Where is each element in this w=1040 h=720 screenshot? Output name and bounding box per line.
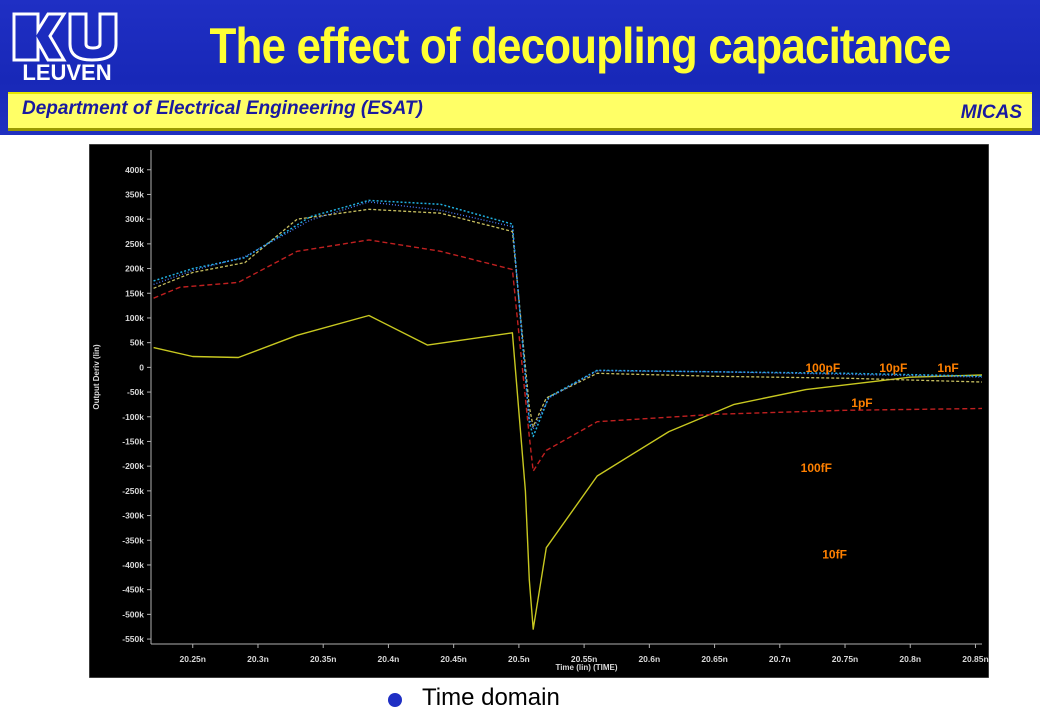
x-tick-label: 20.55n — [571, 654, 597, 664]
series-line-3 — [153, 208, 982, 428]
x-tick-label: 20.4n — [378, 654, 400, 664]
y-tick-label: -450k — [122, 585, 144, 595]
series-line-2 — [153, 239, 982, 472]
x-tick-label: 20.25n — [180, 654, 206, 664]
series-annotation: 10fF — [822, 548, 847, 562]
y-tick-label: 400k — [125, 165, 144, 175]
department-bar: Department of Electrical Engineering (ES… — [8, 92, 1032, 131]
series-annotation: 1nF — [937, 361, 958, 375]
x-tick-label: 20.35n — [310, 654, 336, 664]
series-annotation: 100pF — [806, 361, 841, 375]
y-tick-label: -150k — [122, 436, 144, 446]
y-tick-label: -550k — [122, 634, 144, 644]
y-tick-label: -300k — [122, 511, 144, 521]
waveform-chart: 400k 350k 300k 250k 200k 150k 100k 50k 0 -50k -100… — [88, 143, 990, 679]
series-annotation: 10pF — [879, 361, 907, 375]
slide-header: LEUVEN The effect of decoupling capacita… — [0, 0, 1040, 135]
series-annotation: 1pF — [851, 396, 872, 410]
y-tick-label: -400k — [122, 560, 144, 570]
x-tick-label: 20.75n — [832, 654, 858, 664]
series-line-1 — [153, 314, 982, 630]
y-tick-label: 250k — [125, 239, 144, 249]
y-tick-label: -250k — [122, 486, 144, 496]
logo-wordmark: LEUVEN — [22, 60, 112, 85]
x-tick-label: 20.8n — [899, 654, 921, 664]
y-tick-label: 0 — [139, 362, 144, 372]
bullet-text: Time domain — [422, 684, 560, 711]
y-tick-label: -200k — [122, 461, 144, 471]
y-tick-label: -50k — [127, 387, 144, 397]
x-tick-label: 20.5n — [508, 654, 530, 664]
y-tick-label: 350k — [125, 189, 144, 199]
ku-leuven-logo — [12, 12, 118, 62]
plot-background — [89, 144, 989, 678]
y-tick-label: -500k — [122, 609, 144, 619]
y-axis-label: Output Deriv (lin) — [92, 344, 101, 410]
chart-container: 400k 350k 300k 250k 200k 150k 100k 50k 0 -50k -100… — [88, 143, 990, 679]
y-tick-label: 100k — [125, 313, 144, 323]
group-label: MICAS — [960, 102, 1022, 123]
x-tick-label: 20.6n — [638, 654, 660, 664]
bullet-dot-icon — [388, 693, 402, 707]
slide-title: The effect of decoupling capacitance — [209, 18, 952, 74]
y-tick-label: 150k — [125, 288, 144, 298]
y-tick-label: 300k — [125, 214, 144, 224]
series-line-5 — [153, 201, 982, 430]
y-tick-label: -350k — [122, 535, 144, 545]
x-tick-label: 20.7n — [769, 654, 791, 664]
x-tick-label: 20.65n — [701, 654, 727, 664]
series-annotation: 100fF — [801, 461, 832, 475]
x-tick-label: 20.3n — [247, 654, 269, 664]
y-tick-label: -100k — [122, 412, 144, 422]
x-tick-label: 20.45n — [440, 654, 466, 664]
y-tick-label: 50k — [130, 338, 144, 348]
x-tick-label: 20.85n — [962, 654, 988, 664]
y-tick-label: 200k — [125, 264, 144, 274]
department-label: Department of Electrical Engineering (ES… — [22, 98, 423, 119]
x-axis-label: Time (lin) (TIME) — [555, 663, 617, 672]
